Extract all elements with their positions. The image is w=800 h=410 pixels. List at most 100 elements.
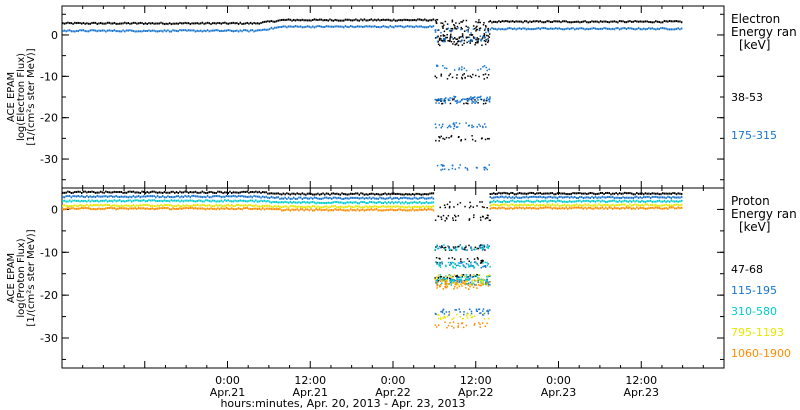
data-point — [478, 244, 481, 247]
data-point — [438, 265, 440, 267]
y-tick-label: 0 — [51, 29, 58, 42]
data-point — [572, 192, 574, 195]
data-point — [110, 200, 112, 203]
data-point — [445, 283, 447, 286]
data-point — [541, 21, 543, 24]
data-point — [448, 247, 450, 249]
data-point — [572, 206, 574, 209]
data-point — [452, 43, 454, 45]
data-point — [320, 197, 323, 200]
data-point — [438, 261, 440, 264]
data-point — [473, 279, 476, 281]
data-point — [479, 282, 481, 284]
data-point — [68, 205, 71, 208]
data-point — [125, 204, 128, 207]
data-point — [438, 245, 441, 248]
data-point — [368, 193, 371, 196]
data-point — [452, 282, 454, 284]
data-point — [458, 285, 461, 288]
data-point — [111, 195, 114, 198]
data-point — [165, 196, 167, 199]
data-point — [622, 192, 624, 195]
data-point — [222, 21, 224, 24]
data-point — [449, 281, 452, 284]
data-point — [213, 205, 216, 208]
data-point — [587, 192, 590, 195]
data-point — [611, 207, 614, 210]
data-point — [444, 67, 446, 69]
data-point — [272, 27, 274, 30]
data-point — [524, 20, 526, 23]
data-point — [467, 36, 469, 38]
data-point — [544, 199, 547, 202]
data-point — [272, 205, 274, 208]
data-point — [210, 204, 212, 207]
data-point — [103, 22, 105, 25]
data-point — [572, 21, 574, 24]
data-point — [415, 208, 417, 211]
data-point — [205, 192, 207, 195]
data-point — [289, 25, 292, 28]
data-point — [155, 207, 157, 210]
data-point — [193, 194, 195, 197]
data-point — [524, 200, 526, 203]
data-point — [520, 203, 523, 206]
data-point — [447, 99, 450, 102]
data-point — [208, 30, 211, 33]
data-point — [336, 197, 338, 200]
data-point — [549, 192, 552, 195]
data-point — [668, 204, 671, 207]
data-point — [510, 206, 512, 209]
data-point — [75, 29, 78, 32]
data-point — [440, 135, 442, 138]
data-point — [256, 22, 259, 25]
data-point — [677, 192, 679, 195]
data-point — [476, 97, 478, 99]
data-point — [484, 261, 487, 264]
data-point — [153, 204, 155, 207]
data-point — [656, 204, 659, 207]
data-point — [461, 33, 464, 35]
data-point — [551, 192, 554, 195]
data-point — [346, 25, 348, 28]
data-point — [313, 26, 316, 29]
data-point — [280, 206, 283, 209]
data-point — [144, 204, 147, 207]
data-point — [596, 20, 598, 23]
data-point — [611, 195, 614, 198]
data-point — [341, 201, 343, 204]
data-point — [67, 200, 69, 203]
data-point — [484, 43, 487, 46]
data-point — [456, 25, 459, 28]
data-point — [536, 20, 538, 23]
data-point — [72, 191, 74, 194]
data-point — [244, 207, 247, 210]
series-795-1193 — [62, 203, 683, 321]
data-point — [455, 279, 458, 282]
data-point — [544, 27, 547, 30]
data-point — [375, 205, 378, 208]
data-point — [648, 21, 650, 24]
data-point — [601, 195, 604, 198]
data-point — [198, 30, 200, 33]
data-point — [544, 192, 547, 195]
data-point — [541, 207, 543, 210]
data-point — [674, 200, 676, 203]
data-point — [122, 22, 124, 25]
data-point — [368, 205, 371, 208]
data-point — [453, 258, 456, 260]
data-point — [405, 192, 407, 195]
data-point — [567, 195, 569, 198]
data-point — [158, 204, 161, 207]
data-point — [360, 206, 362, 209]
data-point — [496, 195, 498, 198]
data-point — [577, 27, 579, 30]
data-point — [434, 19, 437, 22]
data-point — [268, 192, 271, 195]
data-point — [165, 203, 167, 206]
data-point — [256, 205, 259, 208]
data-point — [458, 122, 461, 125]
data-point — [524, 196, 526, 199]
data-point — [660, 204, 662, 207]
data-point — [451, 167, 454, 170]
